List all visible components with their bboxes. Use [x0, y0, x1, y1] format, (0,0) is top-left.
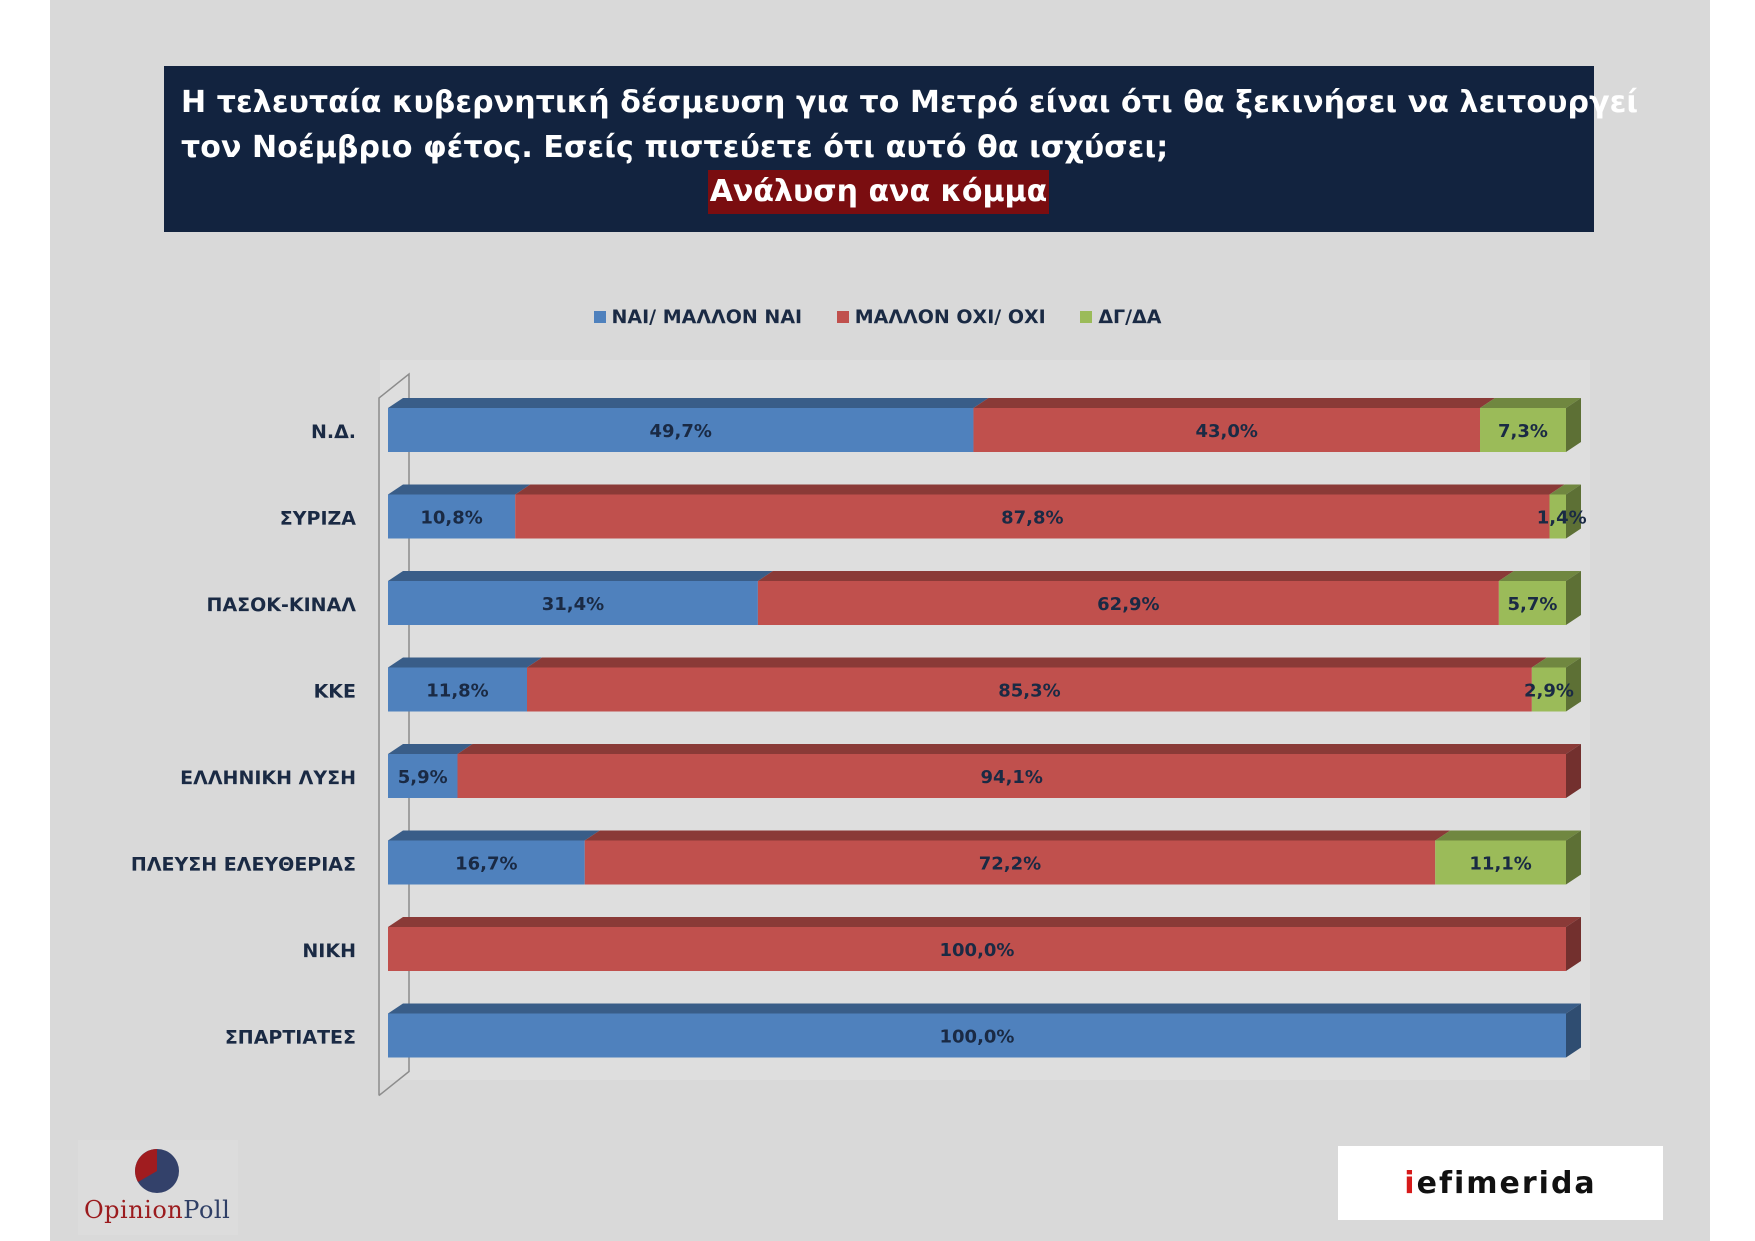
bar-side-yes	[1566, 1003, 1581, 1058]
bar-top-no	[515, 484, 1565, 495]
legend-item-dk: ΔΓ/ΔΑ	[1080, 306, 1162, 328]
category-label: Ν.Δ.	[311, 421, 356, 443]
data-label-no: 94,1%	[981, 767, 1043, 788]
data-label-yes: 49,7%	[650, 421, 712, 442]
bar-dk	[1549, 494, 1566, 539]
bar-side-dk	[1566, 657, 1581, 712]
data-label-dk: 5,7%	[1507, 594, 1557, 615]
bar-yes	[388, 840, 585, 885]
bar-top-dk	[1435, 830, 1581, 841]
data-label-no: 72,2%	[979, 854, 1041, 875]
opinion-poll-logo	[78, 1140, 238, 1235]
legend-label-yes: ΝΑΙ/ ΜΑΛΛΟΝ ΝΑΙ	[611, 306, 803, 328]
bar-no	[584, 840, 1436, 885]
bar-top-dk	[1480, 398, 1581, 408]
bar-top-dk	[1498, 571, 1581, 581]
subtitle: Ανάλυση ανα κόμμα	[707, 170, 1050, 214]
chart-legend: ΝΑΙ/ ΜΑΛΛΟΝ ΝΑΙ ΜΑΛΛΟΝ ΟΧΙ/ ΟΧΙ ΔΓ/ΔΑ	[0, 306, 1755, 328]
bar-no	[757, 581, 1499, 625]
bar-top-dk	[1549, 484, 1581, 495]
title-line-2: τον Νοέμβριο φέτος. Εσείς πιστεύετε ότι …	[181, 130, 1169, 165]
bar-side-dk	[1566, 830, 1581, 885]
bar-top-yes	[388, 657, 543, 668]
bar-dk	[1435, 840, 1566, 885]
logo-text-i: i	[1404, 1165, 1417, 1201]
bar-top-no	[457, 744, 1582, 754]
legend-label-no: ΜΑΛΛΟΝ ΟΧΙ/ ΟΧΙ	[854, 306, 1046, 328]
category-label: ΣΠΑΡΤΙΑΤΕΣ	[225, 1027, 356, 1049]
category-label: ΠΛΕΥΣΗ ΕΛΕΥΘΕΡΙΑΣ	[131, 854, 356, 876]
bar-yes	[388, 1013, 1566, 1058]
data-label-yes: 31,4%	[542, 594, 604, 615]
bar-top-yes	[388, 744, 473, 754]
data-label-yes: 100,0%	[940, 1027, 1015, 1048]
bar-side-dk	[1566, 484, 1581, 539]
logo-text-opinion: Opinion	[84, 1196, 184, 1224]
bar-no	[457, 754, 1567, 798]
bar-yes	[388, 581, 758, 625]
data-label-no: 62,9%	[1097, 594, 1159, 615]
data-label-no: 85,3%	[998, 681, 1060, 702]
title-line-1: Η τελευταία κυβερνητική δέσμευση για το …	[181, 85, 1639, 120]
bar-side-no	[1566, 744, 1581, 798]
bar-no	[515, 494, 1550, 539]
opinion-poll-logo-text: OpinionPoll	[84, 1196, 230, 1224]
bar-yes	[388, 754, 458, 798]
bar-side-dk	[1566, 398, 1581, 452]
data-label-yes: 10,8%	[420, 508, 482, 529]
data-label-no: 100,0%	[940, 940, 1015, 961]
bar-yes	[388, 408, 974, 452]
bar-yes	[388, 667, 528, 712]
legend-label-dk: ΔΓ/ΔΑ	[1098, 306, 1162, 328]
bar-top-no	[973, 398, 1496, 408]
category-label: ΚΚΕ	[314, 681, 356, 703]
bar-dk	[1531, 667, 1566, 712]
legend-swatch-yes	[593, 311, 606, 323]
data-label-dk: 7,3%	[1498, 421, 1548, 442]
bar-top-no	[388, 917, 1581, 927]
bar-top-no	[584, 830, 1451, 841]
data-label-dk: 2,9%	[1524, 681, 1574, 702]
bar-top-no	[527, 657, 1547, 668]
data-label-yes: 11,8%	[426, 681, 488, 702]
bar-dk	[1480, 408, 1566, 452]
bar-dk	[1498, 581, 1566, 625]
bar-top-yes	[388, 1003, 1581, 1014]
bar-no	[973, 408, 1481, 452]
bar-top-yes	[388, 830, 600, 841]
category-label: ΣΥΡΙΖΑ	[280, 508, 357, 530]
bar-top-yes	[388, 398, 989, 408]
bar-no	[388, 927, 1566, 971]
opinion-poll-logo-mark	[135, 1149, 179, 1193]
category-label: ΕΛΛΗΝΙΚΗ ΛΥΣΗ	[180, 767, 356, 789]
data-label-dk: 11,1%	[1469, 854, 1531, 875]
category-label: ΝΙΚΗ	[302, 940, 356, 962]
bar-side-no	[1566, 917, 1581, 971]
logo-text-poll: Poll	[183, 1196, 231, 1224]
legend-item-yes: ΝΑΙ/ ΜΑΛΛΟΝ ΝΑΙ	[593, 306, 803, 328]
legend-swatch-dk	[1080, 311, 1093, 323]
data-label-dk: 1,4%	[1537, 508, 1587, 529]
iefimerida-logo: i efimerida	[1338, 1146, 1663, 1220]
chart-depth-wall	[378, 372, 410, 1097]
bar-top-dk	[1531, 657, 1581, 668]
logo-text-efimerida: efimerida	[1416, 1165, 1597, 1201]
data-label-yes: 16,7%	[455, 854, 517, 875]
bar-no	[527, 667, 1532, 712]
title-box: Η τελευταία κυβερνητική δέσμευση για το …	[164, 66, 1639, 232]
bar-yes	[388, 494, 516, 539]
legend-item-no: ΜΑΛΛΟΝ ΟΧΙ/ ΟΧΙ	[836, 306, 1046, 328]
category-label: ΠΑΣΟΚ-ΚΙΝΑΛ	[207, 594, 357, 616]
data-label-yes: 5,9%	[398, 767, 448, 788]
bar-top-yes	[388, 484, 531, 495]
legend-swatch-no	[836, 311, 849, 323]
data-label-no: 87,8%	[1001, 508, 1063, 529]
data-label-no: 43,0%	[1196, 421, 1258, 442]
bar-top-yes	[388, 571, 773, 581]
bar-top-no	[757, 571, 1514, 581]
bar-side-dk	[1566, 571, 1581, 625]
